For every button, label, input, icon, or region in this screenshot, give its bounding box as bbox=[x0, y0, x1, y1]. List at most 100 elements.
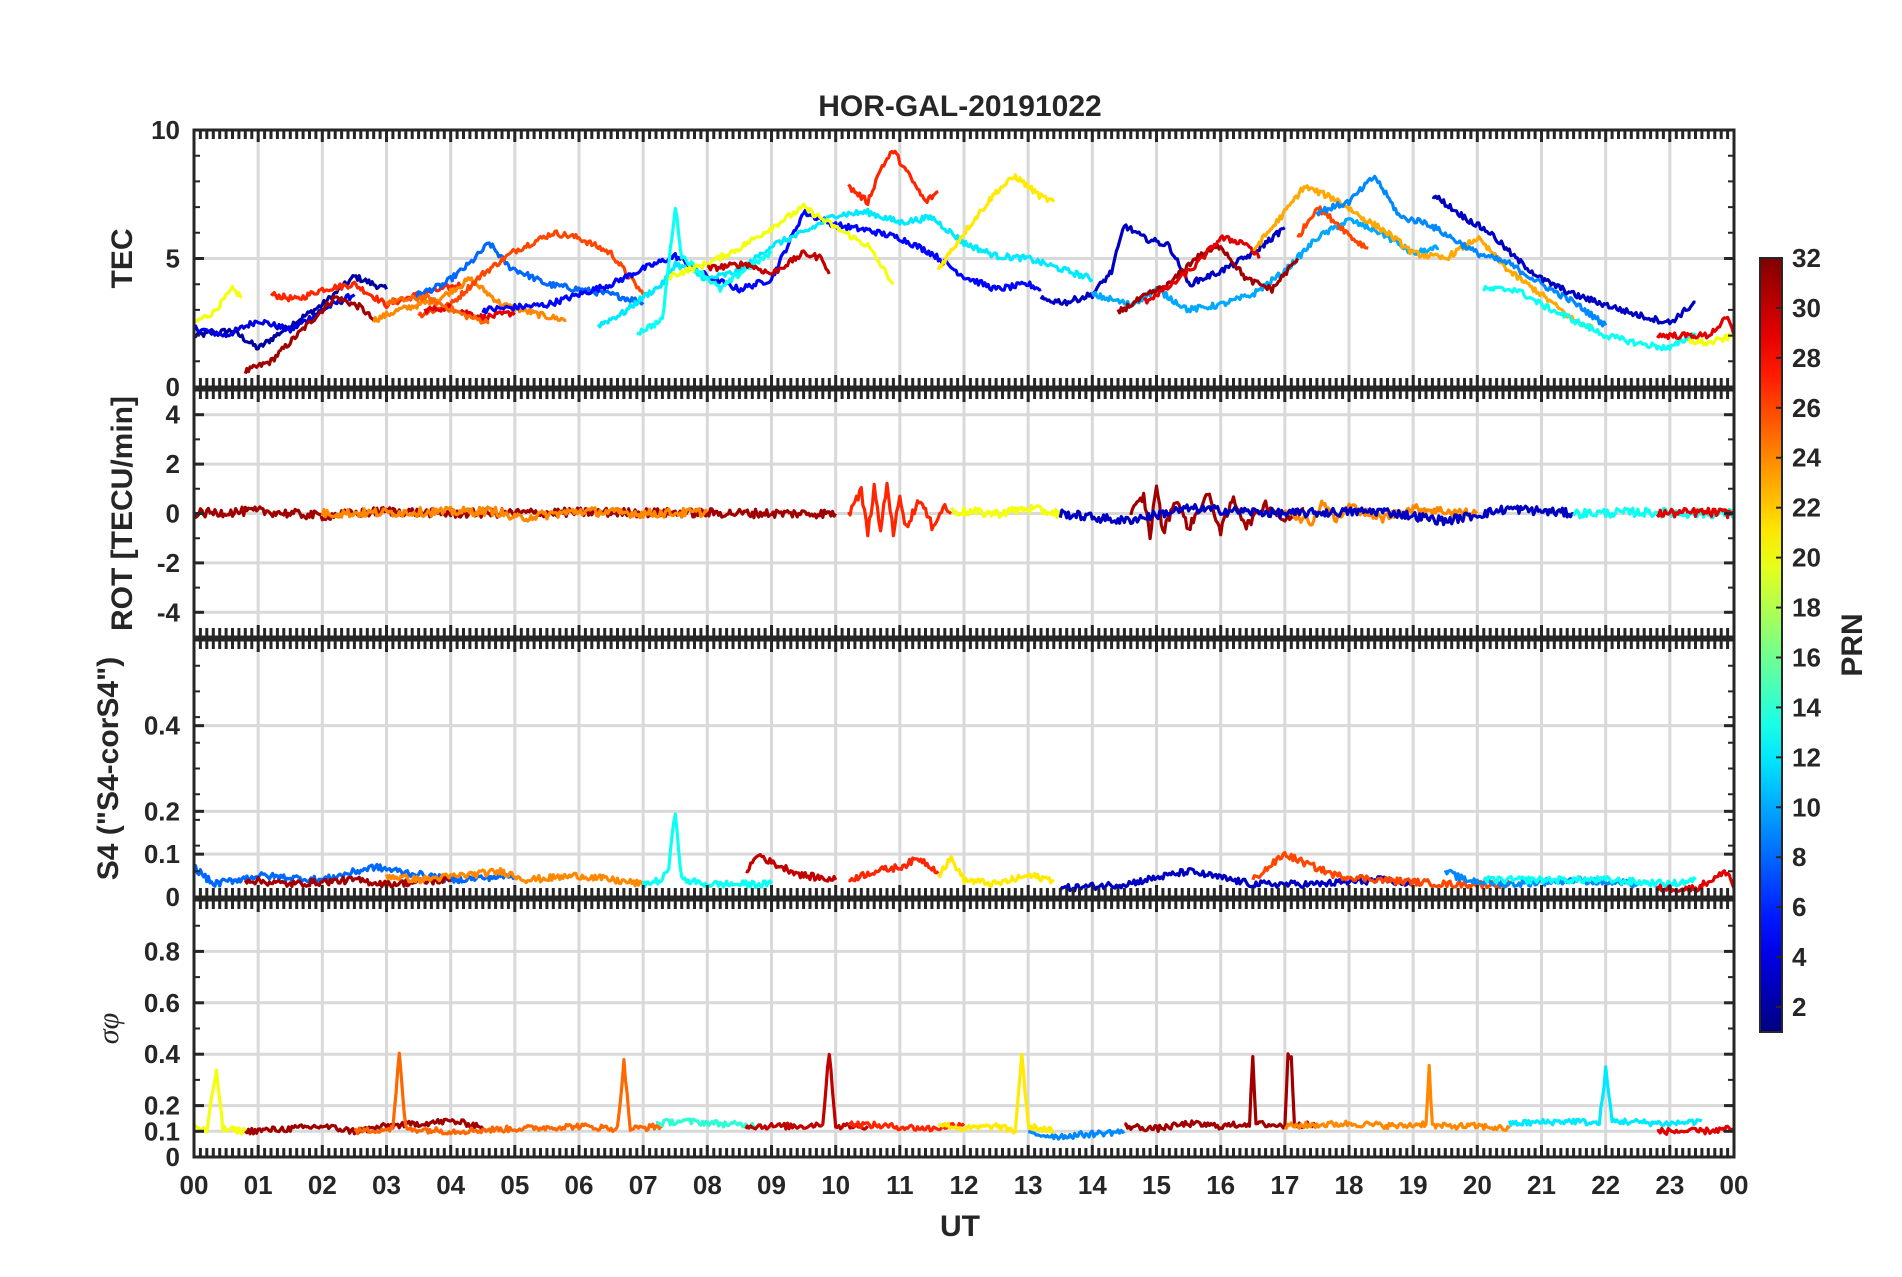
x-tick-label: 13 bbox=[1014, 1170, 1043, 1200]
series-line-prn-21 bbox=[937, 1052, 1055, 1135]
series-line-prn-13 bbox=[636, 206, 773, 336]
y-axis-label-rot: ROT [TECU/min] bbox=[106, 396, 139, 631]
colorbar-tick-label: 16 bbox=[1792, 642, 1821, 672]
series-line-prn-25 bbox=[353, 1051, 663, 1136]
colorbar-tick-label: 10 bbox=[1792, 792, 1821, 822]
x-tick-label: 14 bbox=[1078, 1170, 1107, 1200]
y-axis-label-tec: TEC bbox=[106, 229, 139, 289]
series-line-prn-12 bbox=[1507, 1065, 1703, 1128]
x-tick-label: 11 bbox=[886, 1170, 914, 1200]
y-tick-label: 0 bbox=[166, 882, 180, 912]
colorbar-tick-label: 4 bbox=[1792, 942, 1807, 972]
colorbar-tick-label: 24 bbox=[1792, 443, 1821, 473]
series-group bbox=[194, 1051, 1734, 1141]
series-line-prn-26 bbox=[1296, 205, 1369, 250]
y-tick-label: -2 bbox=[157, 548, 180, 578]
minor-tick-marks bbox=[192, 900, 1736, 1157]
series-line-prn-20 bbox=[1687, 332, 1734, 347]
x-tick-label: 06 bbox=[565, 1170, 594, 1200]
series-line-prn-30 bbox=[744, 1052, 869, 1131]
series-line-prn-5 bbox=[481, 208, 1042, 315]
series-line-prn-29 bbox=[423, 303, 516, 322]
series-line-prn-9 bbox=[1315, 174, 1608, 328]
series-line-prn-29 bbox=[1655, 506, 1734, 520]
x-tick-label: 18 bbox=[1335, 1170, 1364, 1200]
series-line-prn-12 bbox=[596, 207, 1094, 329]
colorbar-tick-label: 2 bbox=[1792, 992, 1806, 1022]
panel-rot: -4 -2 0 2 4 ROT [TECU/min] bbox=[106, 388, 1736, 639]
y-tick-label: 0.8 bbox=[144, 936, 180, 966]
y-axis-label-s4: S4 ("S4-corS4") bbox=[92, 657, 125, 881]
x-tick-label: 07 bbox=[629, 1170, 658, 1200]
series-line-prn-21 bbox=[936, 173, 1056, 271]
series-line-prn-31 bbox=[243, 295, 375, 375]
series-line-prn-3 bbox=[1039, 223, 1286, 307]
y-tick-label: 0 bbox=[166, 372, 180, 402]
x-tick-label: 09 bbox=[757, 1170, 786, 1200]
x-tick-labels: 00 01 02 03 04 05 06 07 08 09 10 11 12 13 14 15 16 17 18 19… bbox=[180, 1170, 1749, 1200]
panel-tec: 0 5 10 TEC bbox=[106, 115, 1736, 402]
colorbar: 32 30 28 26 24 22 20 18 16 14 12 10 8 6 4 2 PRN bbox=[1759, 243, 1869, 1033]
x-tick-label: 23 bbox=[1655, 1170, 1684, 1200]
colorbar-tick-label: 8 bbox=[1792, 842, 1806, 872]
y-tick-label: 0.4 bbox=[144, 1039, 181, 1069]
series-line-prn-30 bbox=[707, 249, 831, 276]
chart-title: HOR-GAL-20191022 bbox=[818, 90, 1101, 123]
colorbar-tick-label: 28 bbox=[1792, 343, 1821, 373]
minor-tick-marks bbox=[192, 130, 1736, 387]
panel-s4: 0 0.1 0.2 0.4 S4 ("S4-corS4") bbox=[92, 638, 1736, 912]
series-group bbox=[194, 812, 1734, 894]
series-line-prn-26 bbox=[1251, 850, 1511, 890]
colorbar-tick-label: 6 bbox=[1792, 892, 1806, 922]
y-tick-label: 5 bbox=[166, 244, 180, 274]
panel-sigma: 00.10.2 0.4 0.6 0.8 σφ bbox=[92, 898, 1736, 1172]
series-line-prn-27 bbox=[847, 149, 939, 207]
series-line-prn-20 bbox=[950, 503, 1062, 520]
y-minor-ticks bbox=[194, 389, 1734, 638]
y-minor-ticks bbox=[194, 129, 1734, 388]
series-line-prn-26 bbox=[417, 229, 645, 319]
series-line-prn-21 bbox=[937, 854, 1055, 888]
series-line-prn-24 bbox=[385, 866, 645, 888]
y-tick-label: 4 bbox=[166, 400, 181, 430]
series-line-prn-3 bbox=[1058, 503, 1574, 527]
y-tick-label: -4 bbox=[157, 597, 181, 627]
x-tick-label: 12 bbox=[950, 1170, 979, 1200]
x-tick-label: 16 bbox=[1206, 1170, 1235, 1200]
x-minor-ticks bbox=[192, 390, 1736, 637]
y-tick-label: 0.2 bbox=[144, 1091, 180, 1121]
x-tick-label: 05 bbox=[500, 1170, 529, 1200]
series-line-prn-20 bbox=[194, 284, 243, 323]
series-line-prn-4 bbox=[194, 293, 356, 339]
series-line-prn-30 bbox=[745, 852, 838, 883]
y-tick-label: 2 bbox=[166, 449, 180, 479]
series-group bbox=[194, 481, 1734, 541]
colorbar-tick-label: 12 bbox=[1792, 742, 1821, 772]
colorbar-tick-label: 18 bbox=[1792, 593, 1821, 623]
series-line-prn-3 bbox=[1431, 194, 1696, 326]
series-line-prn-27 bbox=[848, 856, 940, 883]
series-line-prn-27 bbox=[847, 1120, 966, 1133]
x-tick-label: 21 bbox=[1527, 1170, 1556, 1200]
series-line-prn-24 bbox=[1283, 1063, 1511, 1132]
colorbar-tick-label: 14 bbox=[1792, 692, 1821, 722]
colorbar-tick-label: 20 bbox=[1792, 543, 1821, 573]
colorbar-gradient bbox=[1759, 257, 1783, 1033]
y-tick-label: 0.4 bbox=[144, 711, 181, 741]
y-tick-label: 0.6 bbox=[144, 988, 180, 1018]
x-tick-label: 01 bbox=[244, 1170, 273, 1200]
series-line-prn-23 bbox=[1252, 184, 1595, 329]
series-line-prn-27 bbox=[847, 481, 953, 538]
x-tick-label: 04 bbox=[436, 1170, 465, 1200]
series-line-prn-24 bbox=[372, 276, 567, 323]
x-tick-label: 08 bbox=[693, 1170, 722, 1200]
y-tick-label: 0.1 bbox=[144, 1116, 180, 1146]
x-tick-label: 10 bbox=[821, 1170, 850, 1200]
series-line-prn-14 bbox=[655, 1117, 760, 1131]
x-tick-label: 02 bbox=[308, 1170, 337, 1200]
series-line-prn-13 bbox=[1482, 284, 1697, 352]
y-minor-ticks bbox=[194, 899, 1734, 1158]
